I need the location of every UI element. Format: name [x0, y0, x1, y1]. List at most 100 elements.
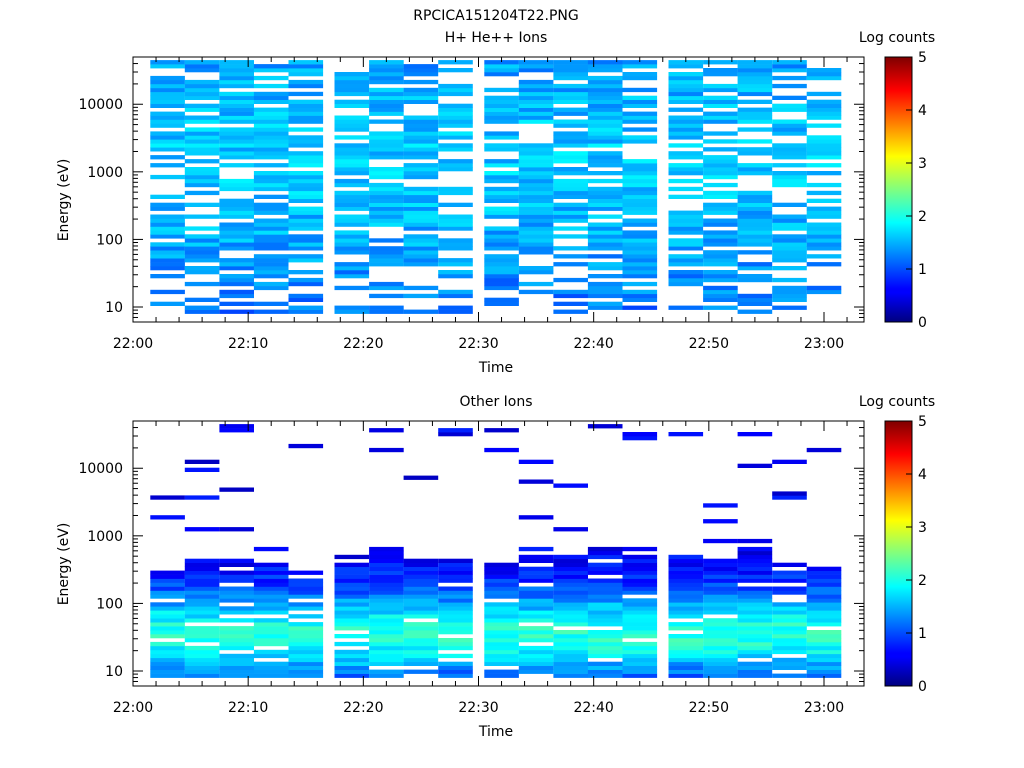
heatmap-cell: [334, 87, 370, 93]
heatmap-cell: [150, 602, 185, 607]
heatmap-cell: [438, 574, 473, 579]
heatmap-cell: [288, 64, 324, 69]
heatmap-cell: [518, 558, 554, 563]
heatmap-cell: [219, 178, 254, 184]
heatmap-cell: [334, 214, 370, 219]
heatmap-cell: [668, 115, 704, 120]
heatmap-cell: [334, 653, 370, 659]
heatmap-cell: [150, 131, 185, 136]
x-tick-label: 23:00: [804, 336, 844, 352]
heatmap-cell: [369, 238, 404, 243]
heatmap-cell: [369, 254, 404, 259]
heatmap-cell: [253, 163, 289, 168]
heatmap-cell: [553, 645, 588, 651]
heatmap-cell: [219, 115, 254, 120]
heatmap-cell: [553, 614, 588, 619]
heatmap-cell: [587, 582, 623, 587]
heatmap-cell: [484, 246, 519, 251]
heatmap-cell: [668, 242, 704, 247]
heatmap-cell: [184, 527, 220, 532]
heatmap-cell: [772, 226, 807, 231]
heatmap-cell: [737, 226, 773, 231]
heatmap-cell: [184, 60, 220, 65]
heatmap-cell: [219, 99, 254, 104]
heatmap-cell: [403, 475, 439, 480]
heatmap-cell: [219, 487, 254, 492]
heatmap-cell: [553, 95, 588, 100]
heatmap-cell: [253, 578, 289, 583]
heatmap-cell: [403, 206, 439, 211]
heatmap-cell: [288, 190, 324, 196]
heatmap-cell: [219, 202, 254, 207]
heatmap-cell: [484, 610, 519, 615]
heatmap-cell: [484, 186, 519, 192]
heatmap-cell: [150, 87, 185, 93]
heatmap-cell: [737, 622, 773, 627]
heatmap-cell: [403, 574, 439, 579]
heatmap-cell: [369, 285, 404, 291]
heatmap-cell: [703, 649, 738, 655]
heatmap-cell: [587, 79, 623, 85]
heatmap-cell: [403, 558, 439, 563]
heatmap-cell: [219, 262, 254, 267]
heatmap-cell: [334, 582, 370, 587]
heatmap-cell: [219, 574, 254, 579]
heatmap-cell: [622, 230, 658, 235]
heatmap-cell: [403, 151, 439, 156]
heatmap-cell: [668, 594, 704, 599]
heatmap-cell: [622, 163, 658, 168]
heatmap-cell: [703, 238, 738, 243]
heatmap-cell: [403, 155, 439, 160]
heatmap-cell: [806, 447, 842, 453]
heatmap-cell: [622, 258, 658, 263]
heatmap-cell: [737, 266, 773, 271]
heatmap-cell: [553, 622, 588, 627]
heatmap-cell: [150, 622, 185, 627]
heatmap-cell: [622, 135, 658, 140]
heatmap-cell: [184, 562, 220, 567]
heatmap-cell: [587, 594, 623, 599]
heatmap-cell: [806, 214, 842, 219]
heatmap-cell: [622, 167, 658, 172]
heatmap-cell: [484, 649, 519, 655]
heatmap-cell: [587, 254, 623, 259]
heatmap-cell: [150, 495, 185, 500]
panel-h-he-ions: H+ He++ Ions 22:00 22:10 22:20 22:30 22:40 22…: [56, 30, 935, 376]
heatmap-cell: [553, 206, 588, 211]
heatmap-cell: [622, 222, 658, 227]
heatmap-cell: [219, 72, 254, 77]
heatmap-cell: [150, 234, 185, 239]
heatmap-cell: [253, 669, 289, 674]
heatmap-cell: [772, 657, 807, 663]
heatmap-cell: [553, 182, 588, 188]
heatmap-cell: [369, 574, 404, 579]
heatmap-cell: [587, 64, 623, 69]
heatmap-cell: [518, 638, 554, 643]
heatmap-cell: [703, 558, 738, 563]
heatmap-cell: [518, 546, 554, 552]
heatmap-cell: [587, 119, 623, 124]
heatmap-cell: [668, 171, 704, 176]
heatmap-cell: [806, 586, 842, 591]
heatmap-cell: [253, 147, 289, 152]
heatmap-cell: [553, 562, 588, 567]
heatmap-cell: [806, 190, 842, 196]
heatmap-cell: [737, 309, 773, 314]
heatmap-cell: [438, 432, 473, 437]
heatmap-cell: [219, 79, 254, 85]
heatmap-cell: [369, 155, 404, 160]
heatmap-cell: [587, 638, 623, 643]
heatmap-cell: [518, 594, 554, 599]
colorbar-tick-label: 2: [918, 209, 927, 225]
heatmap-cell: [806, 610, 842, 615]
heatmap-cell: [484, 206, 519, 211]
heatmap-cell: [438, 262, 473, 267]
heatmap-cell: [668, 673, 704, 678]
heatmap-cell: [737, 242, 773, 247]
heatmap-cell: [587, 123, 623, 128]
heatmap-cell: [772, 661, 807, 666]
x-tick-label: 22:00: [113, 700, 153, 716]
heatmap-cell: [369, 645, 404, 651]
heatmap-cell: [288, 602, 324, 607]
heatmap-cell: [668, 214, 704, 219]
